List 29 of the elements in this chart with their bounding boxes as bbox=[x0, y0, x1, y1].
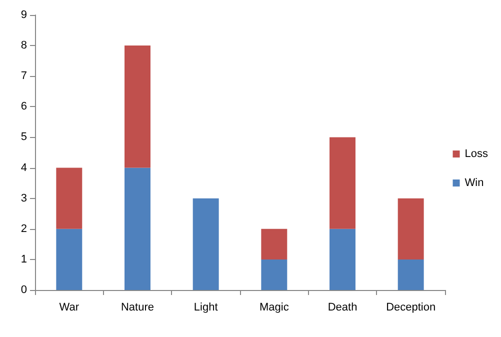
x-tick-label: Nature bbox=[120, 302, 154, 314]
y-tick-label: 5 bbox=[20, 131, 27, 144]
bar bbox=[124, 168, 150, 290]
y-tick-label: 3 bbox=[20, 192, 27, 204]
x-tick-label: Light bbox=[194, 302, 218, 314]
y-tick-label: 6 bbox=[20, 100, 27, 113]
x-tick-label: Death bbox=[328, 302, 358, 314]
bar bbox=[56, 228, 82, 290]
legend-label: Loss bbox=[464, 148, 488, 160]
bar bbox=[192, 198, 219, 290]
bar bbox=[398, 259, 424, 290]
bar bbox=[56, 168, 82, 229]
x-tick-label: Magic bbox=[259, 302, 290, 314]
bar bbox=[124, 46, 150, 168]
bar bbox=[398, 198, 424, 260]
y-tick-label: 7 bbox=[20, 70, 27, 82]
bar bbox=[330, 137, 356, 229]
bar bbox=[330, 228, 356, 290]
y-tick-label: 1 bbox=[20, 253, 27, 266]
x-tick-label: War bbox=[59, 302, 80, 314]
y-tick-label: 2 bbox=[20, 222, 27, 235]
y-tick-label: 8 bbox=[20, 40, 27, 52]
bar bbox=[261, 228, 288, 260]
y-tick-label: 0 bbox=[20, 284, 27, 296]
bar bbox=[261, 259, 288, 290]
x-tick-label: Deception bbox=[386, 302, 436, 314]
legend-label: Win bbox=[464, 177, 484, 189]
y-tick-label: 4 bbox=[20, 162, 27, 174]
y-tick-label: 9 bbox=[20, 9, 27, 21]
